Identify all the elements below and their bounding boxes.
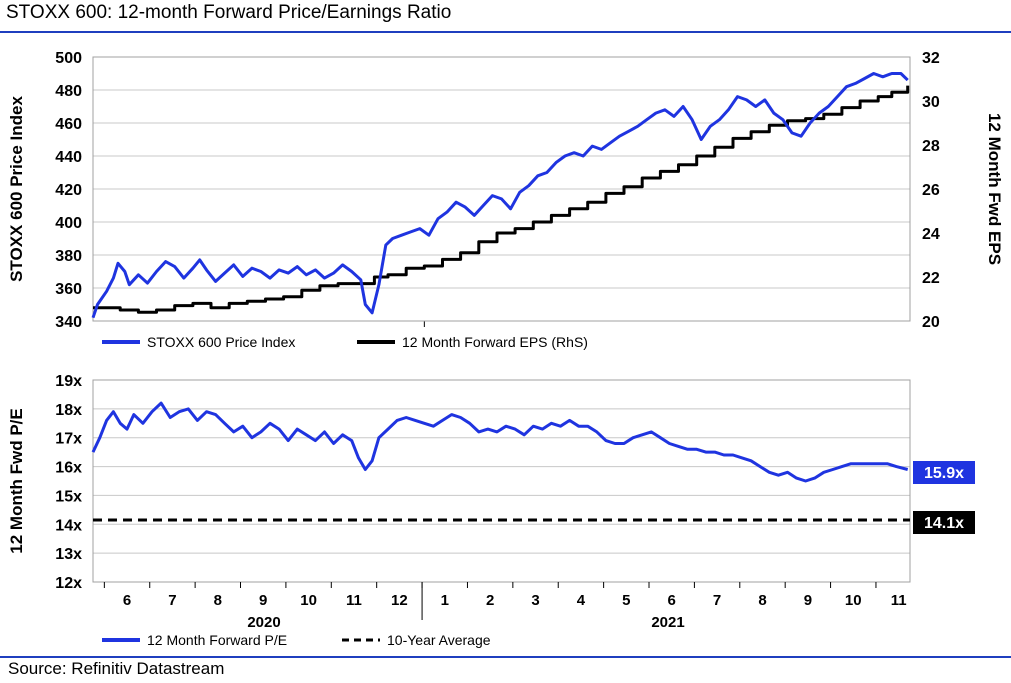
x-tick-label: 11 [891, 592, 907, 609]
top-left-tick-label: 360 [55, 281, 82, 298]
bottom-tick-label: 18x [55, 402, 82, 419]
bottom-tick-label: 12x [55, 575, 82, 592]
bottom-series [91, 401, 910, 522]
bottom-axis-ticks: 12x 13x 14x 15x 16x 17x 18x 19x [55, 373, 82, 592]
top-right-axis-label: 12 Month Fwd EPS [985, 113, 1004, 265]
x-tick-label: 11 [346, 592, 362, 609]
year-label-2020: 2020 [247, 614, 280, 631]
top-right-tick-label: 28 [922, 138, 940, 155]
x-tick-label: 2 [486, 592, 494, 609]
top-right-tick-label: 30 [922, 94, 940, 111]
top-right-axis-ticks: 20 22 24 26 28 30 32 [922, 50, 940, 331]
bottom-axis-label: 12 Month Fwd P/E [7, 408, 26, 553]
top-left-tick-label: 480 [55, 83, 82, 100]
x-tick-label: 9 [259, 592, 267, 609]
bottom-tick-label: 16x [55, 460, 82, 477]
bottom-tick-label: 13x [55, 546, 82, 563]
x-axis-month-ticks: 6 7 8 9 10 11 12 1 2 3 4 5 6 7 8 9 10 11 [103, 582, 907, 620]
source-note: Source: Refinitiv Datastream [8, 659, 225, 678]
legend-label-avg: 10-Year Average [387, 632, 491, 648]
top-left-tick-label: 380 [55, 248, 82, 265]
x-tick-label: 7 [168, 592, 176, 609]
top-right-tick-label: 22 [922, 270, 940, 287]
bottom-tick-label: 15x [55, 488, 82, 505]
top-plot-frame [92, 56, 911, 322]
top-right-tick-label: 20 [922, 314, 940, 331]
top-left-axis-label: STOXX 600 Price Index [7, 96, 26, 282]
x-tick-label: 6 [668, 592, 676, 609]
top-left-tick-label: 340 [55, 314, 82, 331]
top-left-tick-label: 440 [55, 149, 82, 166]
x-tick-label: 6 [123, 592, 131, 609]
x-tick-label: 4 [577, 592, 586, 609]
x-tick-label: 10 [845, 592, 862, 609]
x-tick-label: 1 [441, 592, 449, 609]
avg-end-label: 14.1x [924, 515, 964, 532]
x-tick-label: 8 [758, 592, 766, 609]
legend-label-eps: 12 Month Forward EPS (RhS) [402, 334, 588, 350]
top-left-tick-label: 500 [55, 50, 82, 67]
x-tick-label: 8 [214, 592, 222, 609]
chart-title: STOXX 600: 12-month Forward Price/Earnin… [6, 2, 452, 23]
x-tick-label: 10 [300, 592, 317, 609]
top-series [91, 72, 910, 319]
x-tick-label: 7 [713, 592, 721, 609]
top-right-tick-label: 24 [922, 226, 940, 243]
top-left-tick-label: 460 [55, 116, 82, 133]
bottom-plot-frame [92, 379, 911, 583]
forward-pe-line [91, 401, 909, 483]
x-tick-label: 3 [531, 592, 539, 609]
top-right-tick-label: 32 [922, 50, 940, 67]
avg-end-label-box [913, 511, 975, 534]
top-gridlines [93, 56, 910, 327]
legend-label-pe: 12 Month Forward P/E [147, 632, 287, 648]
legend-label-price: STOXX 600 Price Index [147, 334, 295, 350]
x-tick-label: 5 [622, 592, 630, 609]
x-tick-label: 9 [804, 592, 812, 609]
price-index-line [91, 72, 909, 319]
top-right-tick-label: 26 [922, 182, 940, 199]
top-left-axis-ticks: 340 360 380 400 420 440 460 480 500 [55, 50, 82, 331]
bottom-tick-label: 17x [55, 431, 82, 448]
top-left-tick-label: 400 [55, 215, 82, 232]
bottom-tick-label: 14x [55, 517, 82, 534]
bottom-gridlines [93, 379, 910, 583]
x-tick-label: 12 [391, 592, 408, 609]
bottom-tick-label: 19x [55, 373, 82, 390]
footer-rule [0, 656, 1011, 658]
title-rule [0, 31, 1011, 33]
year-label-2021: 2021 [651, 614, 684, 631]
pe-end-label-box [913, 461, 975, 484]
pe-end-label: 15.9x [924, 465, 964, 482]
top-left-tick-label: 420 [55, 182, 82, 199]
